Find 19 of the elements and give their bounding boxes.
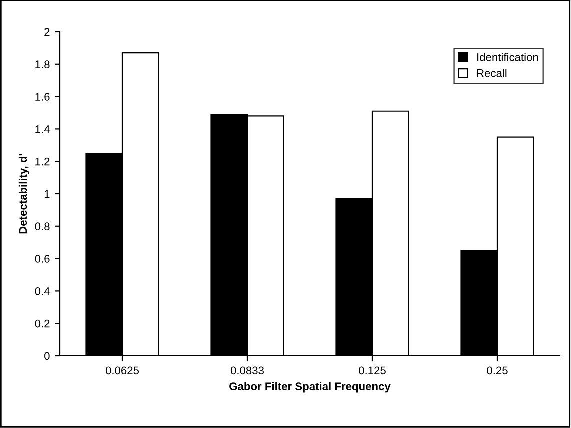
x-axis-title: Gabor Filter Spatial Frequency [230, 382, 391, 393]
y-tick-label: 1.2 [36, 158, 50, 166]
x-tick-label: 0.0833 [230, 366, 264, 375]
legend-label: Identification [478, 53, 538, 62]
y-tick-label: 1.8 [36, 60, 50, 69]
y-tick-label: 0.8 [35, 222, 50, 231]
y-tick-label: 0 [44, 352, 50, 360]
y-tick-label: 1.6 [36, 93, 50, 101]
y-tick-label: 1 [44, 190, 50, 198]
legend-label: Recall [477, 69, 507, 78]
x-tick-label: 0.25 [487, 366, 508, 375]
y-tick-label: 0.4 [35, 287, 50, 296]
y-tick-label: 0.2 [35, 320, 50, 328]
y-tick-label: 1.4 [36, 126, 50, 134]
x-tick-label: 0.125 [359, 366, 386, 375]
y-axis-title: Detectability, d' [18, 154, 30, 234]
x-tick-label: 0.0625 [106, 366, 140, 375]
y-tick-label: 2 [44, 28, 50, 36]
y-tick-label: 0.6 [35, 255, 50, 263]
